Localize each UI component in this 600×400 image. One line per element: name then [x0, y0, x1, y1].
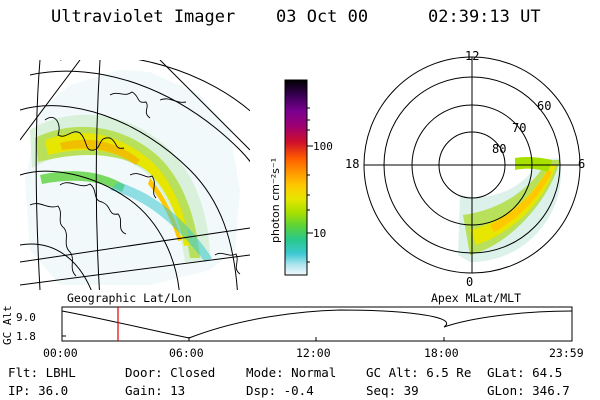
- mlat-label-60: 60: [537, 99, 551, 113]
- info-door: Door: Closed: [125, 365, 216, 380]
- colorbar-tick-100: 100: [313, 140, 333, 153]
- left-panel-caption: Geographic Lat/Lon: [67, 291, 192, 305]
- info-gc-alt: GC Alt: 6.5 Re: [366, 365, 472, 380]
- info-dsp: Dsp: -0.4: [246, 383, 314, 398]
- mlt-label-6: 6: [578, 157, 585, 171]
- altitude-ytick-9: 9.0: [16, 311, 36, 324]
- altitude-ylabel: GC Alt: [1, 305, 14, 345]
- info-mode: Mode: Normal: [246, 365, 337, 380]
- xtick-1800: 18:00: [424, 346, 459, 360]
- date-label: 03 Oct 00: [276, 7, 369, 27]
- altitude-plot: 9.0 1.8 GC Alt 00:00 06:00 12:00 18:00 2…: [1, 305, 584, 360]
- info-glon: GLon: 346.7: [487, 383, 570, 398]
- mlt-label-12: 12: [465, 49, 479, 63]
- geo-grid: [20, 60, 250, 290]
- info-seq: Seq: 39: [366, 383, 419, 398]
- aurora-band: [30, 114, 212, 263]
- info-glat: GLat: 64.5: [487, 365, 563, 380]
- mlt-label-0: 0: [466, 275, 473, 289]
- colorbar: 100 10 photon cm⁻²s⁻¹: [269, 79, 333, 276]
- info-ip: IP: 36.0: [8, 383, 69, 398]
- time-label: 02:39:13 UT: [428, 7, 541, 27]
- mlat-label-70: 70: [512, 121, 526, 135]
- xtick-0000: 00:00: [43, 346, 78, 360]
- polar-plot: 12 18 6 0 60 70 80: [345, 49, 585, 289]
- mlt-label-18: 18: [345, 157, 359, 171]
- xtick-0600: 06:00: [169, 346, 204, 360]
- right-panel-caption: Apex MLat/MLT: [431, 291, 521, 305]
- info-filter: Flt: LBHL: [8, 365, 76, 380]
- colorbar-tick-10: 10: [313, 227, 326, 240]
- instrument-title: Ultraviolet Imager: [51, 7, 236, 27]
- xtick-1200: 12:00: [296, 346, 331, 360]
- geographic-map: [20, 60, 250, 290]
- mlat-label-80: 80: [492, 142, 506, 156]
- coastlines: [29, 91, 241, 277]
- colorbar-label: photon cm⁻²s⁻¹: [269, 158, 282, 243]
- altitude-ytick-1-8: 1.8: [16, 330, 36, 343]
- xtick-2359: 23:59: [549, 346, 584, 360]
- info-gain: Gain: 13: [125, 383, 186, 398]
